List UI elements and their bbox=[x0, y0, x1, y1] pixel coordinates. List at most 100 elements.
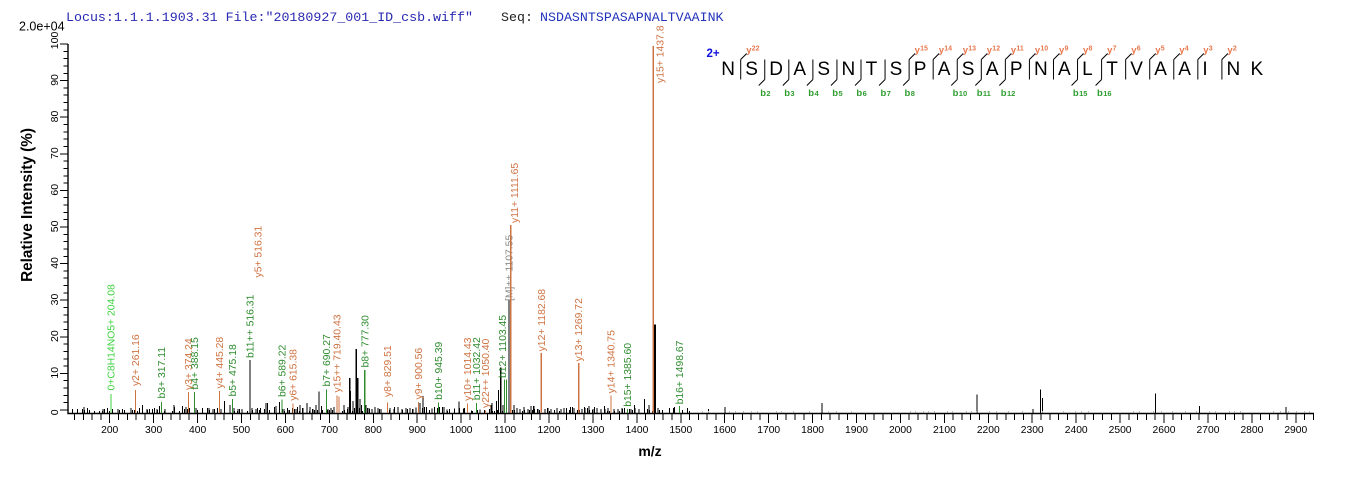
svg-text:y: y bbox=[1227, 45, 1233, 56]
svg-text:A: A bbox=[938, 59, 951, 80]
svg-text:P: P bbox=[914, 59, 927, 80]
svg-text:1500: 1500 bbox=[669, 425, 692, 436]
svg-text:b11+ 1032.42: b11+ 1032.42 bbox=[472, 337, 483, 400]
svg-text:y6+ 615.38: y6+ 615.38 bbox=[288, 349, 299, 401]
svg-text:2200: 2200 bbox=[977, 425, 1000, 436]
svg-text:y12+ 1182.68: y12+ 1182.68 bbox=[537, 289, 548, 352]
svg-text:200: 200 bbox=[101, 425, 118, 436]
svg-text:y11+ 1111.65: y11+ 1111.65 bbox=[510, 163, 521, 223]
svg-text:5: 5 bbox=[839, 89, 843, 98]
svg-text:900: 900 bbox=[409, 425, 426, 436]
svg-text:y: y bbox=[1131, 45, 1137, 56]
svg-text:y14+ 1340.75: y14+ 1340.75 bbox=[606, 330, 617, 393]
svg-text:A: A bbox=[1178, 59, 1191, 80]
svg-text:A: A bbox=[1058, 59, 1071, 80]
svg-text:[M]++ 1107.55: [M]++ 1107.55 bbox=[504, 235, 515, 301]
svg-text:y: y bbox=[987, 45, 993, 56]
svg-text:b: b bbox=[1097, 88, 1103, 99]
svg-text:300: 300 bbox=[145, 425, 162, 436]
svg-text:11: 11 bbox=[983, 89, 991, 98]
svg-text:8: 8 bbox=[1089, 46, 1093, 53]
svg-text:b8+ 777.30: b8+ 777.30 bbox=[360, 315, 371, 368]
svg-text:y8+ 829.51: y8+ 829.51 bbox=[383, 345, 394, 397]
svg-text:y3+ 374.24: y3+ 374.24 bbox=[184, 338, 195, 390]
svg-text:L: L bbox=[1082, 59, 1093, 80]
svg-text:b: b bbox=[760, 88, 766, 99]
svg-text:6: 6 bbox=[863, 89, 867, 98]
svg-text:5: 5 bbox=[1161, 46, 1165, 53]
svg-text:b: b bbox=[881, 88, 887, 99]
svg-text:y2+ 261.16: y2+ 261.16 bbox=[131, 334, 142, 386]
svg-text:0+C8H14NO5+ 204.08: 0+C8H14NO5+ 204.08 bbox=[106, 284, 117, 391]
svg-text:b5+ 475.18: b5+ 475.18 bbox=[228, 344, 239, 397]
svg-text:1600: 1600 bbox=[713, 425, 736, 436]
svg-text:b: b bbox=[1001, 88, 1007, 99]
svg-text:3: 3 bbox=[790, 89, 794, 98]
svg-text:2600: 2600 bbox=[1153, 425, 1176, 436]
svg-text:A: A bbox=[793, 59, 806, 80]
svg-text:1200: 1200 bbox=[538, 425, 561, 436]
svg-text:y: y bbox=[939, 45, 945, 56]
svg-text:m/z: m/z bbox=[638, 443, 661, 459]
svg-text:y22++ 1050.40: y22++ 1050.40 bbox=[481, 338, 492, 408]
svg-text:N: N bbox=[721, 59, 735, 80]
svg-text:y: y bbox=[1035, 45, 1041, 56]
svg-text:S: S bbox=[890, 59, 903, 80]
svg-text:2800: 2800 bbox=[1240, 425, 1263, 436]
svg-text:7: 7 bbox=[887, 89, 891, 98]
svg-text:70: 70 bbox=[49, 147, 61, 159]
svg-text:3: 3 bbox=[1209, 46, 1213, 53]
svg-text:y: y bbox=[1155, 45, 1161, 56]
svg-text:90: 90 bbox=[49, 74, 61, 86]
svg-text:1100: 1100 bbox=[494, 425, 516, 436]
svg-text:2900: 2900 bbox=[1284, 425, 1307, 436]
svg-text:0: 0 bbox=[49, 409, 61, 415]
svg-text:b4+ 388.15: b4+ 388.15 bbox=[190, 337, 201, 390]
svg-text:2: 2 bbox=[1233, 46, 1237, 53]
svg-text:15: 15 bbox=[1079, 89, 1087, 98]
svg-text:b: b bbox=[977, 88, 983, 99]
svg-text:40: 40 bbox=[49, 257, 61, 269]
svg-text:22: 22 bbox=[752, 46, 760, 53]
svg-text:y5+ 516.31: y5+ 516.31 bbox=[253, 226, 264, 278]
svg-text:b: b bbox=[832, 88, 838, 99]
svg-text:400: 400 bbox=[189, 425, 206, 436]
svg-text:4: 4 bbox=[815, 89, 820, 98]
svg-text:6: 6 bbox=[1137, 46, 1141, 53]
svg-text:b11++ 516.31: b11++ 516.31 bbox=[246, 294, 257, 358]
svg-text:A: A bbox=[1154, 59, 1167, 80]
svg-text:b: b bbox=[953, 88, 959, 99]
svg-text:13: 13 bbox=[968, 46, 976, 53]
svg-text:y: y bbox=[1107, 45, 1113, 56]
svg-text:60: 60 bbox=[49, 184, 61, 196]
svg-text:y: y bbox=[1179, 45, 1185, 56]
svg-text:10: 10 bbox=[1040, 46, 1048, 53]
svg-text:S: S bbox=[962, 59, 975, 80]
svg-text:12: 12 bbox=[1007, 89, 1015, 98]
svg-text:1800: 1800 bbox=[801, 425, 824, 436]
svg-text:700: 700 bbox=[321, 425, 338, 436]
svg-text:S: S bbox=[817, 59, 830, 80]
svg-text:y9+ 900.56: y9+ 900.56 bbox=[414, 348, 425, 400]
svg-text:b3+ 317.11: b3+ 317.11 bbox=[157, 347, 168, 399]
svg-text:2: 2 bbox=[766, 89, 770, 98]
svg-text:20: 20 bbox=[49, 330, 61, 342]
svg-text:15: 15 bbox=[920, 46, 928, 53]
svg-text:T: T bbox=[1106, 59, 1118, 80]
svg-text:600: 600 bbox=[277, 425, 294, 436]
svg-text:y: y bbox=[1011, 45, 1017, 56]
svg-text:b16+ 1498.67: b16+ 1498.67 bbox=[675, 340, 686, 404]
svg-text:16: 16 bbox=[1103, 89, 1111, 98]
svg-text:T: T bbox=[866, 59, 878, 80]
svg-text:7: 7 bbox=[1113, 46, 1117, 53]
svg-text:V: V bbox=[1130, 59, 1143, 80]
svg-text:8: 8 bbox=[911, 89, 915, 98]
svg-text:b: b bbox=[808, 88, 814, 99]
svg-text:2+: 2+ bbox=[707, 48, 720, 60]
svg-text:y4+ 445.28: y4+ 445.28 bbox=[215, 337, 226, 389]
svg-text:y15+ 1437.8: y15+ 1437.8 bbox=[656, 25, 667, 83]
svg-text:80: 80 bbox=[49, 111, 61, 123]
svg-text:P: P bbox=[1010, 59, 1023, 80]
svg-text:y: y bbox=[915, 45, 921, 56]
svg-text:10: 10 bbox=[49, 367, 61, 379]
